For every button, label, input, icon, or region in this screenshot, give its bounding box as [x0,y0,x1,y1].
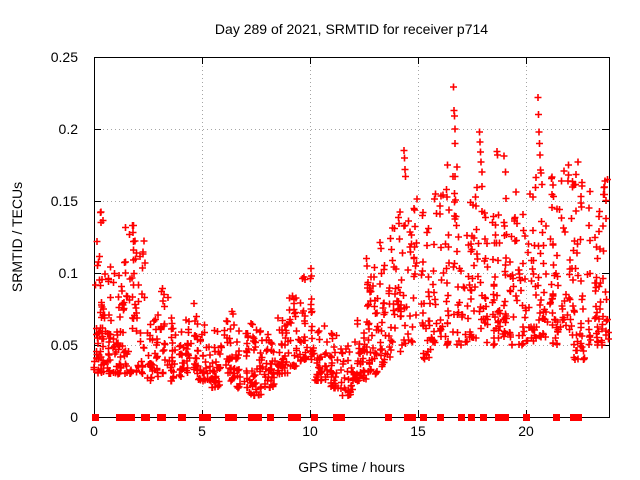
x-axis-label: GPS time / hours [298,459,405,475]
x-tick-label-10: 10 [302,423,318,439]
x-tick-label-15: 15 [410,423,426,439]
scatter-points [90,83,612,399]
y-tick-label-02: 0.2 [58,121,78,137]
y-tick-label-01: 0.1 [58,265,78,281]
x-tick-label-20: 20 [518,423,534,439]
x-tick-label-0: 0 [90,423,98,439]
x-tick-label-5: 5 [198,423,206,439]
y-tick-label-015: 0.15 [50,193,78,209]
y-tick-label-025: 0.25 [50,49,78,65]
plot-border [94,57,610,418]
y-tick-label-0: 0 [70,409,78,425]
zero-value-markers [92,414,582,421]
chart-title: Day 289 of 2021, SRMTID for receiver p71… [214,21,489,37]
y-tick-label-005: 0.05 [50,337,78,353]
